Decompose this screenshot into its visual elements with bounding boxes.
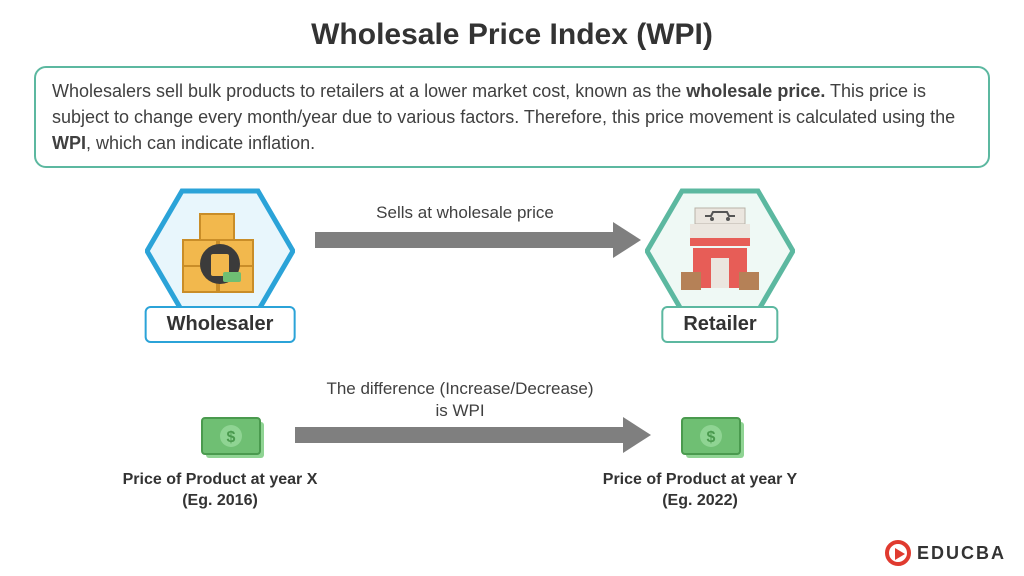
price-year-x-line1: Price of Product at year X: [123, 471, 318, 488]
educba-logo-text: EDUCBA: [917, 543, 1006, 564]
desc-text-1: Wholesalers sell bulk products to retail…: [52, 81, 686, 101]
retailer-hexagon: [645, 186, 795, 316]
desc-text-3: , which can indicate inflation.: [86, 133, 315, 153]
wholesaler-node: Wholesaler: [145, 186, 295, 316]
sells-arrow-label: Sells at wholesale price: [376, 202, 554, 223]
price-year-y-line2: (Eg. 2022): [662, 492, 738, 509]
svg-text:$: $: [227, 429, 236, 446]
wpi-arrow-block: The difference (Increase/Decrease) is WP…: [295, 378, 625, 443]
price-year-x-line2: (Eg. 2016): [182, 492, 258, 509]
retailer-node: Retailer: [645, 186, 795, 316]
wholesaler-label: Wholesaler: [145, 306, 296, 343]
wholesaler-hexagon: [145, 186, 295, 316]
desc-bold-2: WPI: [52, 133, 86, 153]
svg-text:$: $: [707, 429, 716, 446]
page-title: Wholesale Price Index (WPI): [0, 0, 1024, 52]
price-year-y-line1: Price of Product at year Y: [603, 471, 797, 488]
sells-arrow-block: Sells at wholesale price: [315, 202, 615, 247]
price-year-x-label: Price of Product at year X (Eg. 2016): [100, 470, 340, 512]
wpi-arrow-label: The difference (Increase/Decrease) is WP…: [326, 378, 593, 421]
money-right-icon: $: [680, 416, 750, 464]
description-box: Wholesalers sell bulk products to retail…: [34, 66, 990, 168]
flow-row-2: $ Price of Product at year X (Eg. 2016) …: [0, 378, 1024, 538]
retailer-label: Retailer: [661, 306, 778, 343]
money-left-icon: $: [200, 416, 270, 464]
wpi-arrow-icon: [295, 427, 625, 443]
desc-bold-1: wholesale price.: [686, 81, 825, 101]
educba-logo: EDUCBA: [885, 540, 1006, 566]
wpi-arrow-label-l1: The difference (Increase/Decrease): [326, 379, 593, 398]
wpi-arrow-label-l2: is WPI: [435, 401, 484, 420]
sells-arrow-icon: [315, 232, 615, 248]
price-year-y-label: Price of Product at year Y (Eg. 2022): [580, 470, 820, 512]
educba-logo-icon: [885, 540, 911, 566]
flow-row-1: Wholesaler Sells at wholesale price Reta…: [0, 186, 1024, 366]
